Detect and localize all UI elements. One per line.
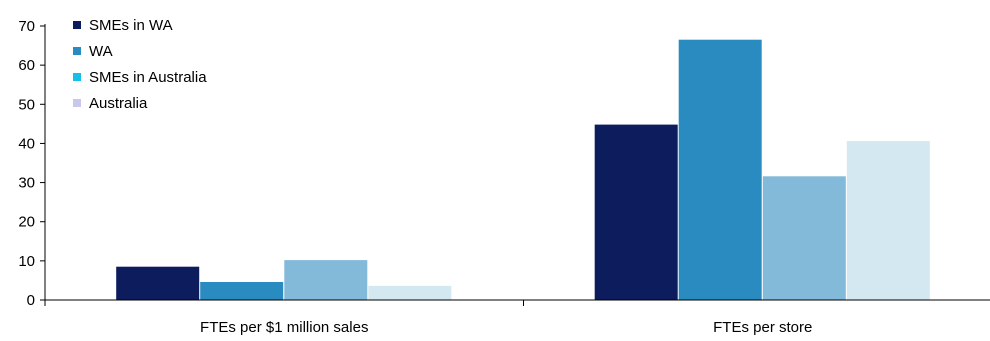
bar-0-1: [594, 124, 678, 300]
bar-1-0: [200, 282, 284, 300]
bar-0-0: [116, 266, 200, 300]
legend-label-1: WA: [89, 43, 113, 60]
y-tick-label-5: 50: [18, 96, 35, 113]
legend-label-2: SMEs in Australia: [89, 69, 207, 86]
bar-3-1: [846, 141, 930, 300]
x-category-label-1: FTEs per store: [713, 319, 812, 336]
y-tick-label-6: 60: [18, 57, 35, 74]
legend-swatch-2: [73, 73, 81, 81]
legend-label-0: SMEs in WA: [89, 17, 173, 34]
x-category-label-0: FTEs per $1 million sales: [200, 319, 368, 336]
y-tick-label-7: 70: [18, 18, 35, 35]
y-tick-label-1: 10: [18, 253, 35, 270]
legend-swatch-1: [73, 47, 81, 55]
legend-swatch-0: [73, 21, 81, 29]
y-tick-label-0: 0: [27, 292, 35, 309]
bar-3-0: [368, 285, 452, 300]
legend: SMEs in WA WA SMEs in Australia Australia: [73, 17, 207, 112]
bar-2-0: [284, 260, 368, 300]
axes-group: 0 10 20 30 40 50 60 70 FTEs per $1 million sales…: [18, 18, 990, 336]
bars-group: [116, 39, 930, 300]
bar-2-1: [762, 176, 846, 300]
bar-1-1: [678, 39, 762, 300]
legend-label-3: Australia: [89, 95, 148, 112]
y-tick-label-4: 40: [18, 135, 35, 152]
y-tick-label-3: 30: [18, 175, 35, 192]
legend-swatch-3: [73, 99, 81, 107]
y-tick-label-2: 20: [18, 214, 35, 231]
